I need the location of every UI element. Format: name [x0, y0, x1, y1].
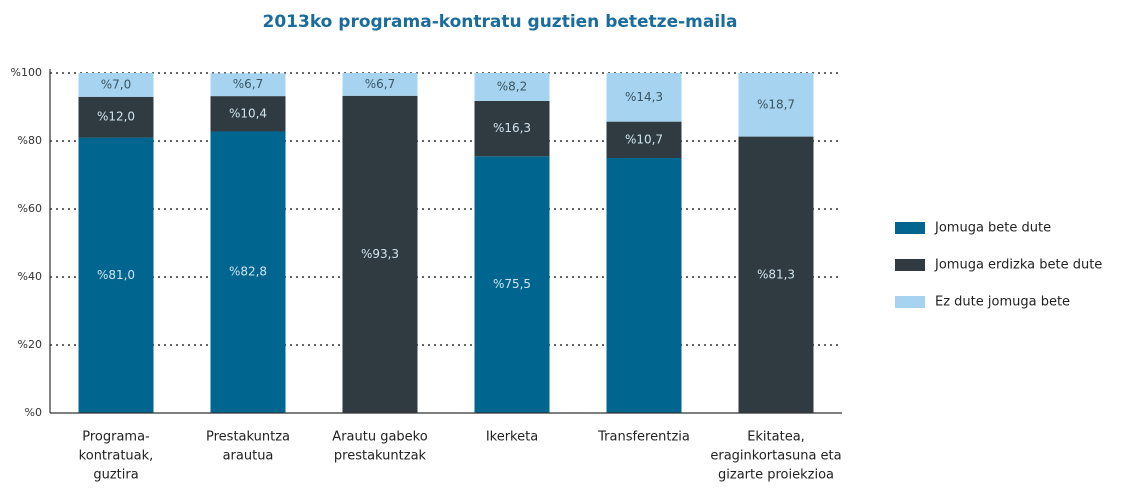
bar-segment — [606, 158, 682, 413]
bar-segment — [210, 96, 286, 132]
chart-title: 2013ko programa-kontratu guztien betetze… — [263, 12, 738, 32]
data-label: %81,3 — [757, 267, 795, 281]
legend-swatch — [895, 296, 925, 308]
bar-segment — [342, 73, 418, 96]
bar-segment — [78, 137, 154, 413]
bar-segment — [342, 95, 418, 413]
x-tick-label: prestakuntzak — [334, 449, 427, 464]
data-label: %18,7 — [757, 97, 795, 111]
data-label: %75,5 — [493, 277, 531, 291]
x-tick-label: Transferentzia — [597, 430, 690, 445]
x-tick-label: guztira — [93, 468, 138, 483]
bar-segment — [606, 121, 682, 158]
bar-segment — [474, 73, 550, 101]
legend-label: Jomuga bete dute — [934, 221, 1051, 236]
data-label: %6,7 — [233, 77, 264, 91]
x-tick-label: Prestakuntza — [206, 430, 290, 445]
data-label: %81,0 — [97, 268, 135, 282]
legend-label: Ez dute jomuga bete — [935, 295, 1070, 310]
bar-segment — [210, 131, 286, 414]
data-label: %8,2 — [497, 79, 528, 93]
bar-segment — [606, 73, 682, 122]
x-tick-label: kontratuak, — [79, 449, 154, 464]
bar-segment — [78, 73, 154, 97]
bar-segment — [738, 73, 814, 137]
x-tick-label: eraginkortasuna eta — [710, 449, 841, 464]
data-label: %7,0 — [101, 77, 132, 91]
data-label: %14,3 — [625, 90, 663, 104]
x-tick-label: Programa- — [82, 430, 150, 445]
data-label: %10,4 — [229, 106, 267, 120]
legend-swatch — [895, 259, 925, 271]
bar-segment — [474, 156, 550, 414]
data-label: %10,7 — [625, 132, 663, 146]
x-tick-label: gizarte proiekzioa — [718, 468, 834, 483]
legend-swatch — [895, 222, 925, 234]
y-tick-label: %100 — [11, 66, 42, 79]
x-tick-label: arautua — [223, 449, 274, 464]
bar-segment — [738, 136, 814, 413]
data-label: %16,3 — [493, 121, 531, 135]
x-tick-label: Arautu gabeko — [332, 430, 427, 445]
data-label: %12,0 — [97, 110, 135, 124]
data-label: %93,3 — [361, 247, 399, 261]
y-tick-label: %40 — [18, 270, 42, 283]
bar-segment — [474, 100, 550, 157]
y-tick-label: %20 — [18, 338, 42, 351]
data-label: %82,8 — [229, 265, 267, 279]
y-tick-label: %0 — [25, 406, 42, 419]
x-tick-label: Ekitatea, — [747, 430, 805, 445]
bar-segment — [210, 73, 286, 97]
y-tick-label: %60 — [18, 202, 42, 215]
legend-label: Jomuga erdizka bete dute — [934, 258, 1102, 273]
y-tick-label: %80 — [18, 134, 42, 147]
bar-segment — [78, 96, 154, 138]
data-label: %6,7 — [365, 77, 396, 91]
x-tick-label: Ikerketa — [486, 430, 538, 445]
